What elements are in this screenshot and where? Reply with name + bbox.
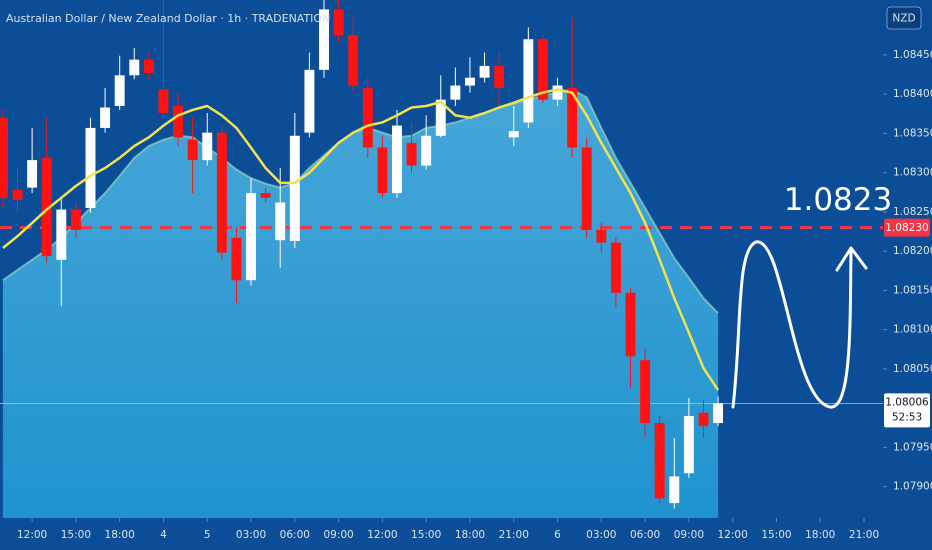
x-tick-label: 15:00 [61, 529, 91, 541]
x-tick-label: 12:00 [718, 529, 748, 541]
candle-body [143, 59, 154, 73]
y-tick-label: 1.07950 [893, 441, 932, 453]
x-tick-label: 21:00 [849, 529, 879, 541]
candle-body [377, 147, 388, 194]
y-tick-label: 1.08200 [893, 245, 932, 257]
x-tick-label: 4 [160, 529, 167, 541]
candle-body [596, 229, 607, 243]
candle-body [669, 476, 680, 504]
axes: 1.07900 1.07950 1.08050 1.08100 1.08150 1.082… [17, 49, 932, 541]
plot-area [0, 0, 883, 518]
candle-body [654, 423, 665, 499]
x-tick-label: 03:00 [586, 529, 616, 541]
candle-body [70, 209, 81, 230]
candle-body [581, 147, 592, 230]
candle-body [319, 9, 329, 70]
y-tick-label: 1.08350 [893, 127, 932, 139]
candle-body [85, 127, 96, 208]
candle-body [275, 202, 286, 241]
candle-body [406, 142, 417, 166]
candle-body [246, 193, 256, 281]
candle-body [523, 39, 534, 123]
y-tick-label: 1.08100 [893, 324, 932, 336]
candle-body [508, 131, 519, 138]
candle-body [683, 415, 694, 474]
candle-body [216, 132, 227, 253]
x-tick-label: 18:00 [105, 529, 135, 541]
target-label-box [884, 218, 930, 237]
y-tick-label: 1.08250 [893, 206, 932, 218]
candle-body [610, 242, 621, 293]
target-annotation: 1.0823 [784, 182, 892, 218]
candle-body [27, 160, 38, 188]
candle-body [435, 99, 446, 136]
candle-body [289, 135, 300, 241]
candle-body [348, 35, 359, 86]
candle-body [333, 9, 344, 36]
candle-body [56, 209, 67, 260]
candle-body [625, 292, 636, 357]
candle-body [41, 157, 52, 256]
y-tick-label: 1.07900 [893, 481, 932, 493]
candle-body [421, 135, 432, 166]
x-tick-label: 12:00 [17, 529, 47, 541]
x-tick-label: 15:00 [411, 529, 441, 541]
candle-body [114, 75, 125, 106]
x-tick-label: 6 [554, 529, 561, 541]
x-tick-label: 18:00 [455, 529, 485, 541]
x-tick-label: 5 [204, 529, 211, 541]
y-tick-label: 1.08300 [893, 167, 932, 179]
x-tick-label: 09:00 [323, 529, 353, 541]
y-tick-label: 1.08050 [893, 363, 932, 375]
candle-body [698, 412, 709, 427]
candle-body [187, 139, 198, 161]
candle-body [100, 107, 111, 128]
currency-label[interactable]: NZD [892, 13, 915, 25]
candle-body [494, 65, 505, 88]
candle-body [392, 125, 402, 194]
candle-body [450, 85, 461, 100]
candle-body [231, 237, 242, 281]
x-tick-label: 21:00 [499, 529, 529, 541]
average-line [2, 88, 720, 391]
candle-body [537, 39, 548, 100]
last-price-box [884, 393, 930, 428]
candle-body [260, 193, 271, 198]
candle-body [304, 69, 315, 133]
candle-body [12, 189, 23, 201]
currency-box[interactable] [886, 6, 922, 30]
candle-body [129, 59, 140, 76]
candle-body [202, 132, 213, 161]
x-tick-label: 15:00 [761, 529, 791, 541]
x-tick-label: 12:00 [367, 529, 397, 541]
arrow-head [835, 246, 868, 272]
x-tick-label: 03:00 [236, 529, 266, 541]
x-tick-label: 06:00 [280, 529, 310, 541]
candle-body [640, 360, 651, 424]
x-tick-label: 06:00 [630, 529, 660, 541]
y-tick-label: 1.08450 [893, 49, 932, 61]
y-tick-label: 1.08400 [893, 88, 932, 100]
drawn-arrow [731, 240, 853, 409]
candle-body [0, 117, 8, 198]
candle-body [158, 89, 169, 114]
candle-body [464, 77, 475, 86]
candle-body [713, 403, 724, 424]
chart-title: Australian Dollar / New Zealand Dollar ·… [6, 12, 330, 25]
candle-body [362, 87, 373, 148]
candle-body [552, 85, 563, 100]
last-price-label: 1.08006 [885, 396, 929, 408]
candle-body [479, 65, 490, 78]
target-label: 1.08230 [885, 222, 928, 234]
y-tick-label: 1.08150 [893, 284, 932, 296]
candle-body [567, 87, 578, 148]
x-tick-label: 18:00 [805, 529, 835, 541]
countdown-label: 52:53 [892, 411, 922, 423]
candle-body [173, 105, 184, 138]
x-tick-label: 09:00 [674, 529, 704, 541]
average-area-shade [2, 89, 719, 518]
